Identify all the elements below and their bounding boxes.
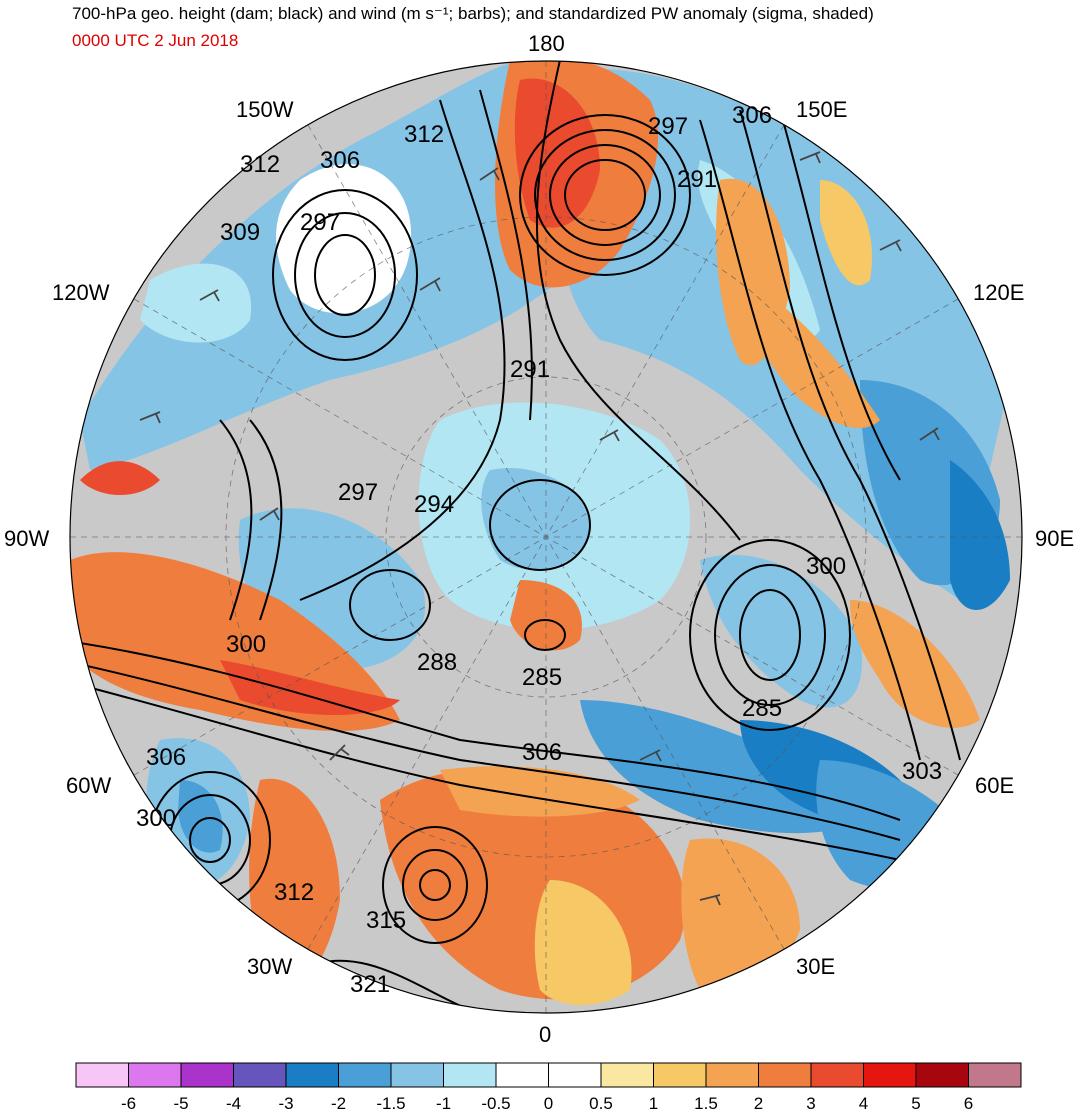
contour-label: 294 [414,491,454,518]
colorbar-tick-label: -3 [278,1094,293,1112]
contour-label: 285 [522,664,562,691]
colorbar-swatch [128,1062,182,1088]
colorbar-swatch [495,1062,549,1088]
contour-label: 315 [366,907,406,934]
colorbar-swatch [863,1062,917,1088]
lon-label: 180 [528,31,565,56]
lon-label: 60E [975,773,1014,798]
contour-label: 312 [274,879,314,906]
colorbar-tick-label: 0 [544,1094,553,1112]
colorbar-tick-label: -5 [173,1094,188,1112]
lon-label: 120W [52,280,110,305]
colorbar-swatch [600,1062,654,1088]
contour-label: 312 [240,151,280,178]
colorbar-tick-label: -4 [226,1094,241,1112]
contour-label: 297 [300,209,340,236]
contour-label: 303 [902,758,942,785]
lon-label: 90W [4,526,49,551]
colorbar-tick-label: 6 [964,1094,973,1112]
lon-label: 90E [1035,526,1074,551]
map-disk [70,61,1022,1013]
colorbar-tick-label: -1 [436,1094,451,1112]
colorbar-tick-label: 3 [806,1094,815,1112]
contour-label: 306 [522,739,562,766]
lat-lon-grid [70,61,1022,1013]
contour-label: 306 [732,102,772,129]
contour-label: 288 [417,649,457,676]
lon-label: 60W [66,773,111,798]
colorbar-tick-label: 1 [649,1094,658,1112]
colorbar: -6 -5 -4 -3 -2 -1.5 -1 -0.5 0 0.5 1 1.5 2 3 4 5 6 [75,1062,1022,1112]
colorbar-tick-label: 0.5 [589,1094,613,1112]
colorbar-tick-label: -2 [331,1094,346,1112]
wind-barbs [139,151,940,906]
contour-label: 297 [338,479,378,506]
colorbar-swatch [443,1062,497,1088]
colorbar-tick-label: -6 [121,1094,136,1112]
contour-label: 306 [146,744,186,771]
contour-label: 300 [806,553,846,580]
longitude-labels: 180 150E 120E 90E 60E 30E 0 30W 60W 90W … [4,31,1074,1047]
lon-label: 150E [796,97,847,122]
contour-label: 312 [404,121,444,148]
colorbar-swatch [810,1062,864,1088]
lon-label: 0 [539,1022,551,1047]
colorbar-swatch [548,1062,602,1088]
contour-label: 300 [226,631,266,658]
colorbar-tick-label: 1.5 [694,1094,718,1112]
contour-label: 297 [648,113,688,140]
lon-label: 30W [247,954,292,979]
contour-label: 291 [677,166,717,193]
colorbar-swatch [75,1062,129,1088]
colorbar-tick-label: 5 [911,1094,920,1112]
colorbar-tick-label: 4 [859,1094,868,1112]
colorbar-tick-label: -1.5 [376,1094,405,1112]
colorbar-swatch [653,1062,707,1088]
colorbar-swatch [758,1062,812,1088]
contour-label: 300 [136,805,176,832]
colorbar-tick-label: 2 [754,1094,763,1112]
contour-label: 306 [320,147,360,174]
colorbar-swatch [705,1062,759,1088]
contour-label: 285 [742,695,782,722]
colorbar-swatch [338,1062,392,1088]
colorbar-swatch [233,1062,287,1088]
colorbar-tick-label: -0.5 [481,1094,510,1112]
lon-label: 30E [796,954,835,979]
contour-label: 291 [510,356,550,383]
colorbar-swatch [968,1062,1022,1088]
map-border [69,60,1023,1014]
contour-label: 321 [350,971,390,998]
contour-label: 309 [220,219,260,246]
height-contours [70,61,961,1011]
colorbar-swatch [180,1062,234,1088]
map-title: 700-hPa geo. height (dam; black) and win… [72,4,874,23]
lon-label: 120E [973,280,1024,305]
valid-time: 0000 UTC 2 Jun 2018 [72,31,239,50]
colorbar-swatch [390,1062,444,1088]
lon-label: 150W [236,97,294,122]
colorbar-swatch [285,1062,339,1088]
contour-labels: 312 306 297 291 306 312 309 297 291 297 … [136,102,942,998]
colorbar-swatch [915,1062,969,1088]
